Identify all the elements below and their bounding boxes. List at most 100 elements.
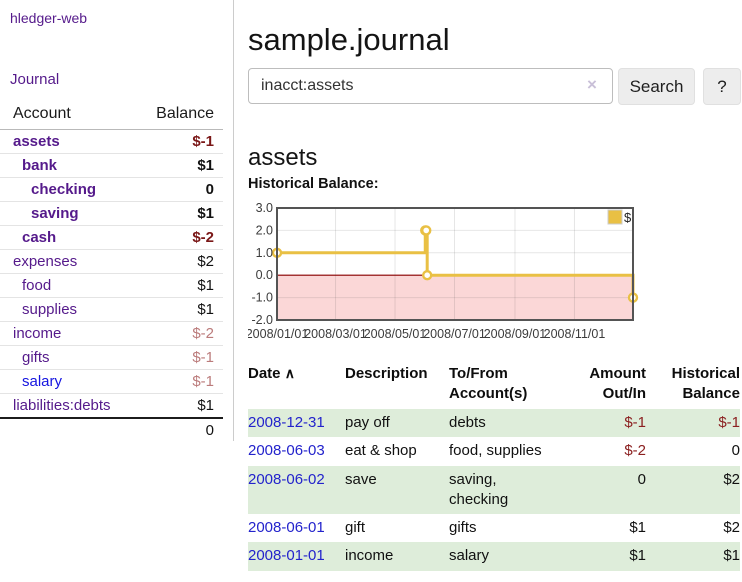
register-header-accounts-line1: To/From [449,365,508,382]
register-header-amount-line1: Amount [589,365,646,382]
transaction-description: eat & shop [345,442,417,460]
account-link[interactable]: income [13,325,62,342]
page-title: sample.journal [248,21,450,57]
account-balance: $-1 [192,373,214,390]
transaction-date-link[interactable]: 2008-01-01 [248,547,325,565]
account-link[interactable]: salary [22,373,63,390]
transaction-balance: 0 [731,442,740,460]
accounts-total-balance: 0 [205,422,214,439]
account-link[interactable]: expenses [13,253,78,270]
transaction-amount: 0 [637,470,646,488]
transaction-date-link[interactable]: 2008-06-02 [248,470,325,488]
transaction-accounts: salary [449,547,490,565]
search-button[interactable]: Search [618,68,695,105]
transaction-accounts: saving, checking [449,470,509,508]
account-link[interactable]: cash [22,229,57,246]
svg-text:-1.0: -1.0 [251,291,273,305]
transaction-row: 2008-12-31 pay off debts $-1 $-1 [248,409,740,438]
transaction-amount: $-2 [624,442,646,460]
transaction-balance: $2 [723,470,740,488]
register-table: Date ∧ Description To/From Account(s) Am… [248,360,740,571]
account-balance: $1 [197,205,214,222]
account-link[interactable]: assets [13,133,60,150]
transaction-description: gift [345,519,366,536]
svg-text:2008/03/01: 2008/03/01 [304,327,367,341]
transaction-date-link[interactable]: 2008-12-31 [248,414,325,431]
account-balance: $-1 [192,133,214,150]
chart-canvas: $3.0 2.0 1.0 0.0 -1.0 -2.02008/01/012008/03/0… [246,201,639,341]
transaction-balance: $-1 [718,414,740,431]
svg-text:3.0: 3.0 [256,201,273,215]
account-row: gifts $-1 [0,345,223,370]
sidebar-item-journal[interactable]: Journal [10,71,60,88]
register-header-balance-line1: Historical [671,365,740,382]
transaction-date-link[interactable]: 2008-06-01 [248,519,325,536]
transaction-description: save [345,470,377,488]
account-row: expenses $2 [0,249,223,274]
svg-text:2008/01/01: 2008/01/01 [248,327,308,341]
accounts-total-row: 0 [0,418,223,442]
account-row: bank $1 [0,153,223,178]
account-link[interactable]: food [22,277,52,294]
account-row: food $1 [0,273,223,298]
register-header-amount: Amount Out/In [561,360,646,409]
accounts-header-balance: Balance [138,102,223,130]
historical-balance-chart: $3.0 2.0 1.0 0.0 -1.0 -2.0 2008/01/01 2008/03/0… [246,200,742,348]
svg-text:2008/09/01: 2008/09/01 [484,327,547,341]
account-balance: $-2 [192,229,214,246]
register-header-row: Date ∧ Description To/From Account(s) Am… [248,360,740,409]
account-row: income $-2 [0,321,223,346]
transaction-accounts: debts [449,414,486,431]
account-row: cash $-2 [0,225,223,250]
svg-text:2008/05/01: 2008/05/01 [364,327,427,341]
register-header-amount-line2: Out/In [602,384,646,402]
accounts-header-account: Account [0,102,139,130]
search-input[interactable] [248,68,613,104]
clear-search-icon[interactable]: × [587,75,597,94]
account-row: liabilities:debts $1 [0,393,223,419]
transaction-description: income [345,547,394,565]
transaction-balance: $1 [723,547,740,565]
register-header-date-label: Date [248,365,281,382]
svg-text:0.0: 0.0 [256,268,273,282]
account-row: assets $-1 [0,130,223,154]
account-balance: $2 [197,253,214,270]
transaction-amount: $-1 [624,414,646,431]
account-link[interactable]: liabilities:debts [13,397,111,414]
transaction-row: 2008-06-03 eat & shop food, supplies $-2… [248,437,740,465]
sort-ascending-icon: ∧ [284,365,295,381]
transaction-amount: $1 [629,519,646,536]
transaction-date-link[interactable]: 2008-06-03 [248,442,325,460]
svg-text:1.0: 1.0 [256,246,273,260]
transaction-description: pay off [345,414,390,431]
accounts-table: Account Balance assets $-1 bank $1 check… [0,102,223,442]
account-balance: $1 [197,397,214,414]
account-balance: $-2 [192,325,214,342]
account-balance: 0 [205,181,214,198]
account-row: saving $1 [0,201,223,226]
svg-text:2.0: 2.0 [256,223,273,237]
account-balance: $-1 [192,349,214,366]
account-link[interactable]: checking [31,181,97,198]
account-link[interactable]: saving [31,205,79,222]
account-link[interactable]: bank [22,157,58,174]
chart-title: Historical Balance: [248,176,379,192]
transaction-accounts: gifts [449,519,477,536]
account-balance: $1 [197,277,214,294]
transaction-accounts: food, supplies [449,442,542,460]
account-section-title: assets [248,143,318,171]
svg-text:-2.0: -2.0 [251,313,273,327]
svg-text:2008/07/01: 2008/07/01 [423,327,486,341]
help-button[interactable]: ? [703,68,741,105]
transaction-row: 2008-01-01 income salary $1 $1 [248,542,740,571]
transaction-row: 2008-06-01 gift gifts $1 $2 [248,514,740,542]
transaction-row: 2008-06-02 save saving, checking 0 $2 [248,465,740,514]
account-link[interactable]: supplies [22,301,78,318]
register-header-description: Description [345,365,428,382]
register-header-accounts: To/From Account(s) [449,360,561,409]
account-row: checking 0 [0,177,223,202]
app-brand-link[interactable]: hledger-web [10,10,88,26]
register-header-date[interactable]: Date ∧ [248,360,345,409]
account-link[interactable]: gifts [22,349,50,366]
sidebar: hledger-web Journal Account Balance asse… [0,0,234,441]
